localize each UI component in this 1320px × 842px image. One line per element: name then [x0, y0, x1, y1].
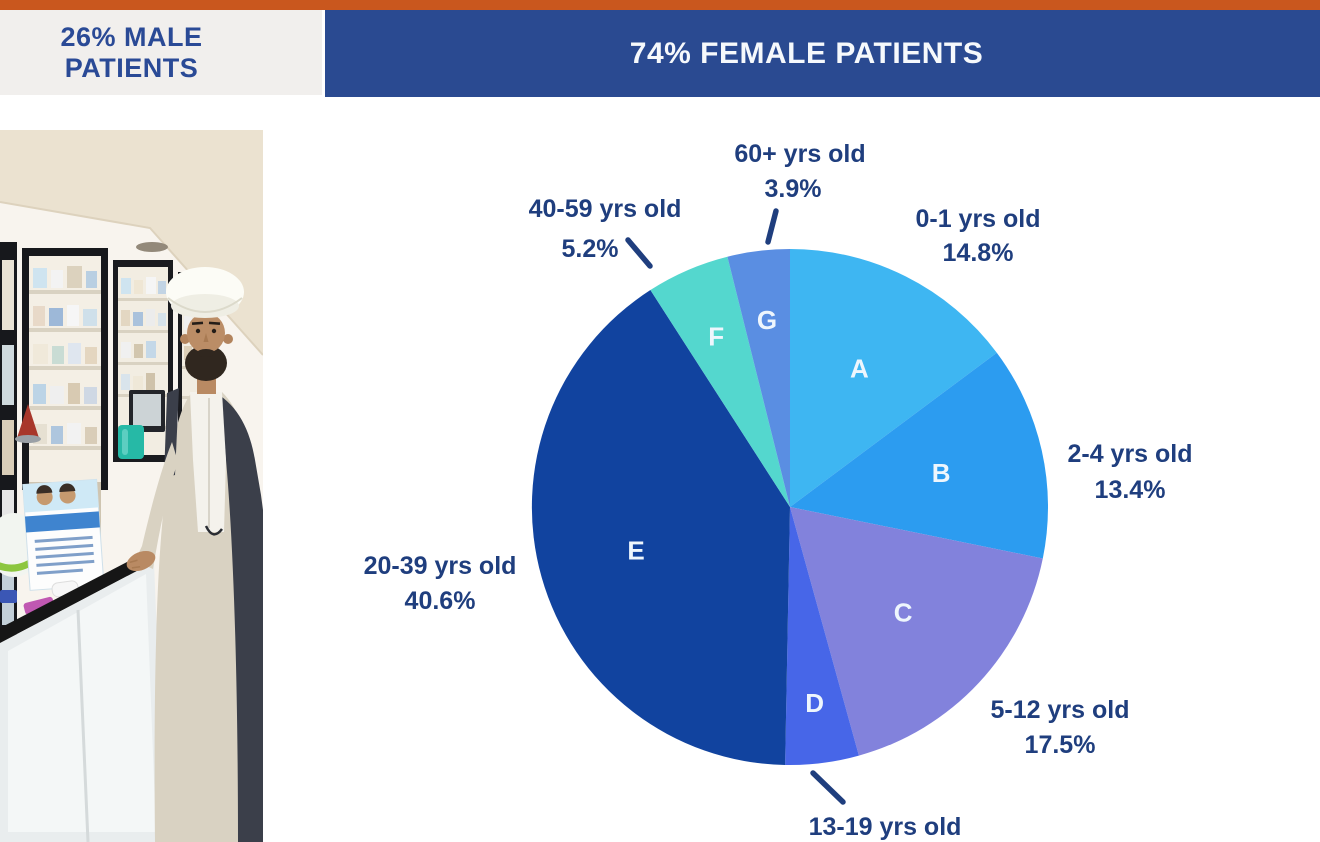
- top-accent-bar: [0, 0, 1320, 10]
- pie-slice-d: [785, 507, 859, 766]
- pie-label-d-name: 13-19 yrs old: [809, 813, 962, 841]
- hanging-glasses: [204, 525, 223, 536]
- pie-label-f-pct: 5.2%: [562, 235, 619, 263]
- computer-monitor: [129, 390, 165, 432]
- pie-label-b-pct: 13.4%: [1095, 476, 1166, 504]
- pie-label-a-pct: 14.8%: [943, 239, 1014, 267]
- male-patients-line2: PATIENTS: [64, 52, 199, 83]
- pie-label-c-pct: 17.5%: [1025, 731, 1096, 759]
- pie-label-a-name: 0-1 yrs old: [915, 205, 1040, 233]
- pie-label-b-name: 2-4 yrs old: [1067, 440, 1192, 468]
- beard: [185, 345, 227, 381]
- pie-slice-letter-b: B: [932, 458, 951, 488]
- male-patients-label: 26% MALE PATIENTS: [0, 22, 263, 84]
- pie-label-c-name: 5-12 yrs old: [991, 696, 1130, 724]
- pie-slice-letter-e: E: [627, 536, 644, 566]
- ceiling-light: [136, 242, 168, 252]
- teal-cup: [118, 425, 144, 459]
- pie-slice-letter-f: F: [708, 322, 724, 352]
- male-patients-line1: 26% MALE: [60, 21, 203, 52]
- pie-label-e-name: 20-39 yrs old: [364, 552, 517, 580]
- female-patients-banner: 74% FEMALE PATIENTS: [325, 10, 1320, 97]
- pie-slice-c: [790, 507, 1043, 756]
- turban: [166, 267, 244, 318]
- pie-slice-a: [790, 248, 997, 507]
- pie-slice-g: [727, 249, 790, 507]
- pie-slice-e: [531, 290, 790, 765]
- pie-slice-b: [790, 352, 1048, 559]
- pie-slice-letter-a: A: [850, 354, 869, 384]
- shelves: [0, 242, 208, 747]
- age-distribution-pie-chart: A 0-1 yrs old 14.8% B 2-4 yrs old 13.4% C 5-12 …: [364, 140, 1193, 841]
- pharmacist: [126, 267, 263, 842]
- female-patients-label: 74% FEMALE PATIENTS: [629, 36, 984, 70]
- pie-slice-f: [650, 256, 790, 507]
- pie-slice-letter-g: G: [757, 305, 777, 335]
- male-patients-banner: 26% MALE PATIENTS: [0, 10, 322, 95]
- hand: [126, 550, 156, 572]
- leader-line: [625, 237, 653, 269]
- pie-label-g-pct: 3.9%: [765, 175, 822, 203]
- leader-line: [810, 770, 846, 805]
- mustache: [197, 349, 215, 357]
- pie-slice-letter-c: C: [894, 598, 913, 628]
- counter: [0, 425, 165, 842]
- leader-line: [765, 208, 779, 245]
- red-cone-object: [17, 404, 39, 438]
- counter-products: [0, 425, 144, 615]
- pharmacy-photo: [0, 130, 263, 842]
- pie-label-g-name: 60+ yrs old: [734, 140, 865, 168]
- pie-label-f-name: 40-59 yrs old: [529, 195, 682, 223]
- pie-label-e-pct: 40.6%: [405, 587, 476, 615]
- pie-slice-letter-d: D: [805, 688, 824, 718]
